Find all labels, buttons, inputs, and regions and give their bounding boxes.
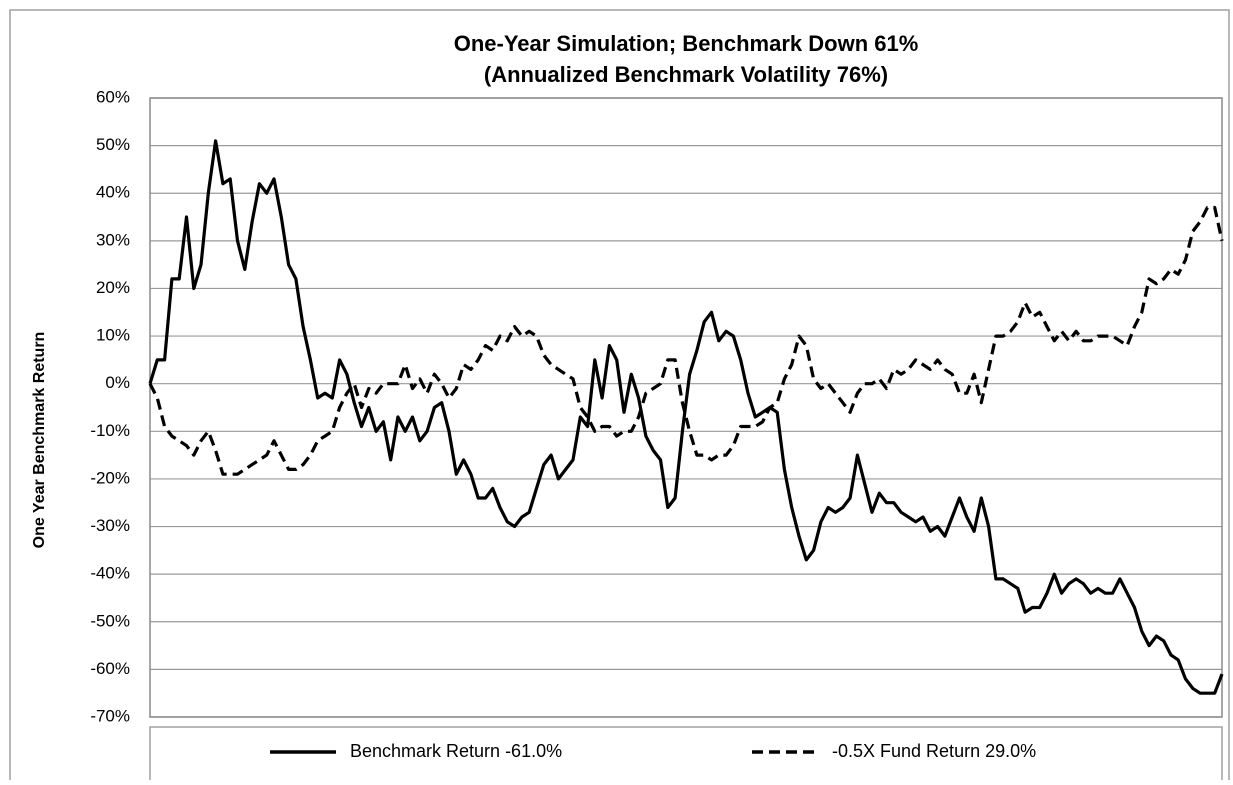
y-tick-label: -40% <box>90 564 130 583</box>
series-line <box>148 205 1224 476</box>
series-line <box>148 139 1224 695</box>
y-tick-label: 30% <box>96 230 130 249</box>
y-tick-label: -20% <box>90 468 130 487</box>
chart-title: One-Year Simulation; Benchmark Down 61% <box>454 31 919 56</box>
y-tick-label: 20% <box>96 278 130 297</box>
y-tick-label: 60% <box>96 87 130 106</box>
legend-box <box>149 726 1223 785</box>
y-tick-label: 10% <box>96 326 130 345</box>
y-tick-label: 50% <box>96 135 130 154</box>
y-tick-label: 0% <box>105 373 130 392</box>
y-tick-label: -30% <box>90 516 130 535</box>
y-tick-label: -60% <box>90 659 130 678</box>
chart-frame <box>9 9 1230 785</box>
y-tick-label: 40% <box>96 183 130 202</box>
y-tick-label: -70% <box>90 706 130 725</box>
legend-label: Benchmark Return -61.0% <box>350 741 562 761</box>
y-tick-label: -50% <box>90 611 130 630</box>
y-tick-label: -10% <box>90 421 130 440</box>
y-axis-label: One Year Benchmark Return <box>31 332 48 549</box>
plot-area <box>149 97 1223 718</box>
chart-subtitle: (Annualized Benchmark Volatility 76%) <box>484 62 888 87</box>
legend-label: -0.5X Fund Return 29.0% <box>832 741 1036 761</box>
